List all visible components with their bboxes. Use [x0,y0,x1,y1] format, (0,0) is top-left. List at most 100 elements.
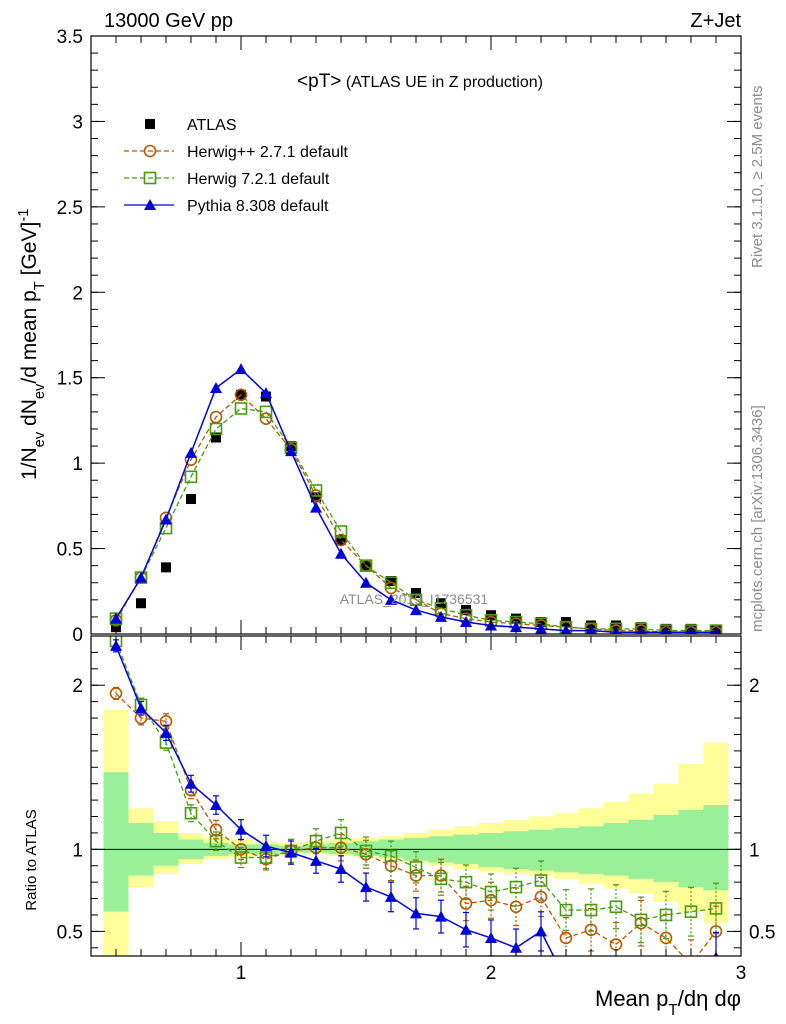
ratio-series-open-square [109,636,723,944]
pythia-point [144,199,156,210]
legend-label: Herwig 7.2.1 default [187,171,330,188]
pythia-point [385,890,397,902]
herwig7-point [234,851,248,864]
legend: ATLAS Herwig++ 2.7.1 default Herwig 7.2.1 … [124,117,349,215]
herwig7-point [359,559,373,572]
legend-label: ATLAS [187,117,237,134]
pythia-point [235,363,247,375]
pythia-point [435,910,447,922]
plot-title-symbol: <pT> [297,71,341,92]
ratio-y-tick-label: 0.5 [57,922,83,943]
herwig7-point [409,861,423,874]
pythia-point [385,593,397,605]
herwigpp-point [334,841,348,854]
pythia-point [360,576,372,588]
atlas-point [136,598,146,609]
pythia-point [435,610,447,622]
atlas-point [386,576,396,587]
x-tick-label: 3 [736,963,747,984]
main-y-tick-label: 1.5 [57,369,83,390]
pythia-point [660,975,672,986]
plot-title-text: (ATLAS UE in Z production) [341,74,543,91]
pythia-point [610,975,622,986]
pythia-point [160,726,172,738]
atlas-point [145,119,155,129]
pythia-point [135,571,147,583]
main-y-tick-label: 2 [72,283,83,304]
herwig7-point [384,576,398,590]
green-band-bin [653,814,679,883]
herwig7-point [659,624,673,634]
herwigpp-point [659,931,673,945]
main-y-axis-label: 1/Nev dNev/d mean pT [GeV]-1 [16,209,48,480]
pythia-point [560,975,572,986]
herwigpp-point [259,412,273,426]
herwig7-point [534,874,548,887]
green-band-bin [703,805,729,891]
ratio-y-tick-label-right: 1 [749,840,760,861]
herwigpp-point [109,687,123,700]
herwig7-point [509,880,523,894]
main-y-tick-label: 3.5 [57,27,83,48]
green-band-bin [528,829,554,871]
herwigpp-point [234,388,248,402]
herwig7-point [259,405,273,419]
pythia-point [335,863,347,875]
series-line [115,407,716,632]
ratio-series [109,636,723,986]
pythia-point [185,446,197,458]
pythia-point [235,823,247,835]
herwigpp-point [209,410,223,424]
herwigpp-point [334,533,348,547]
green-band-bin [503,831,529,870]
ratio-y-tick-label: 1 [72,840,83,861]
herwig7-point [684,905,698,918]
pythia-point [260,840,272,852]
pythia-point [285,846,297,858]
herwig7-point [709,624,723,634]
herwig7-point [584,903,598,917]
atlas-point [161,562,171,573]
pythia-point [410,907,422,919]
atlas-point [411,587,421,598]
herwig7-point [209,834,223,848]
legend-label: Herwig++ 2.7.1 default [187,144,349,161]
main-y-tick-label: 3 [72,112,83,133]
pythia-point [110,639,122,651]
herwig7-point [634,913,648,927]
herwig7-point [659,908,673,922]
pythia-point [585,975,597,986]
ratio-series-filled-triangle [110,639,719,986]
legend-label: Pythia 8.308 default [187,198,329,215]
herwig7-point [459,875,473,889]
herwig7-point [484,885,498,899]
atlas-point [311,492,321,503]
main-y-tick-label: 0 [72,625,83,646]
ratio-y-tick-label-right: 0.5 [749,922,775,943]
pythia-point [135,702,147,714]
pythia-point [185,777,197,789]
herwig7-point [384,849,398,863]
ratio-plot: 1 2 30.5 0.51 12 2 [57,635,775,986]
x-tick-label: 1 [236,963,247,984]
pythia-point [510,621,522,633]
herwigpp-point [509,900,523,914]
pythia-point [360,881,372,893]
main-plot: 0 0.5 1 1.5 2 2.5 3 3.5 ATLAS Herwig++ 2.7.1 defa… [57,27,742,646]
header-process-label: Z+Jet [690,10,741,32]
herwig7-point [359,844,373,858]
pythia-point [460,616,472,628]
series-open-square [109,402,723,634]
green-band-bin [553,828,579,873]
atlas-point [336,535,346,546]
pythia-point [460,923,472,935]
pythia-point [535,925,547,937]
herwig7-point [209,422,223,436]
herwigpp-point [584,923,598,937]
herwigpp-point [686,959,697,970]
pythia-point [635,975,647,986]
herwig7-point [709,902,723,915]
herwig7-point [684,624,698,634]
atlas-point [211,432,221,443]
